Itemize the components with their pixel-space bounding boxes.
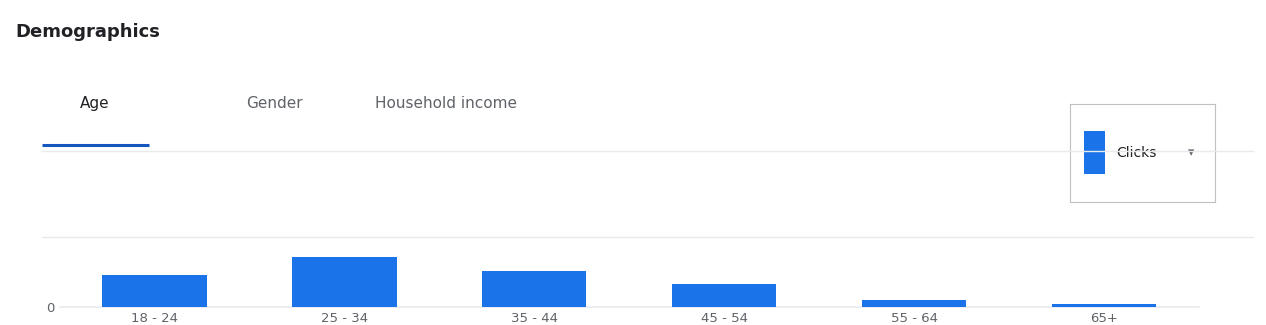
Text: Gender: Gender bbox=[247, 97, 303, 111]
Bar bbox=[292, 257, 396, 307]
Text: Demographics: Demographics bbox=[15, 23, 160, 41]
Text: Age: Age bbox=[80, 97, 110, 111]
Bar bbox=[482, 271, 586, 307]
Text: Clicks: Clicks bbox=[1117, 146, 1157, 160]
Text: Household income: Household income bbox=[375, 97, 517, 111]
Bar bbox=[862, 300, 966, 307]
Bar bbox=[1084, 131, 1105, 174]
Bar bbox=[1052, 305, 1156, 307]
Bar bbox=[672, 284, 776, 307]
Text: ▾: ▾ bbox=[1188, 146, 1194, 159]
Bar bbox=[103, 276, 206, 307]
